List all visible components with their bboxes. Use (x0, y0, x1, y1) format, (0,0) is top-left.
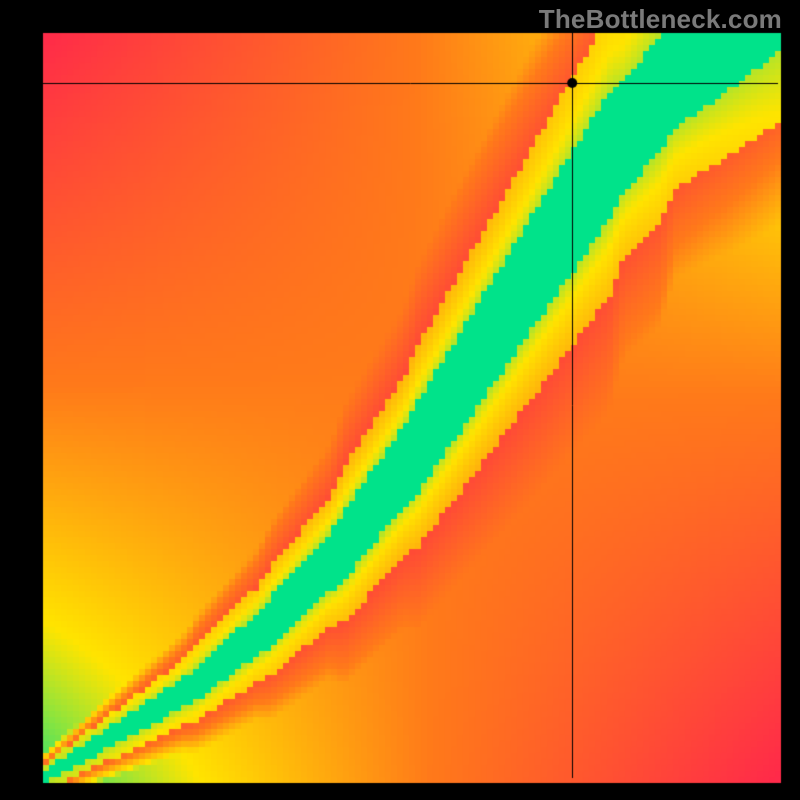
watermark-text: TheBottleneck.com (539, 4, 782, 35)
bottleneck-heatmap (0, 0, 800, 800)
chart-container: TheBottleneck.com (0, 0, 800, 800)
